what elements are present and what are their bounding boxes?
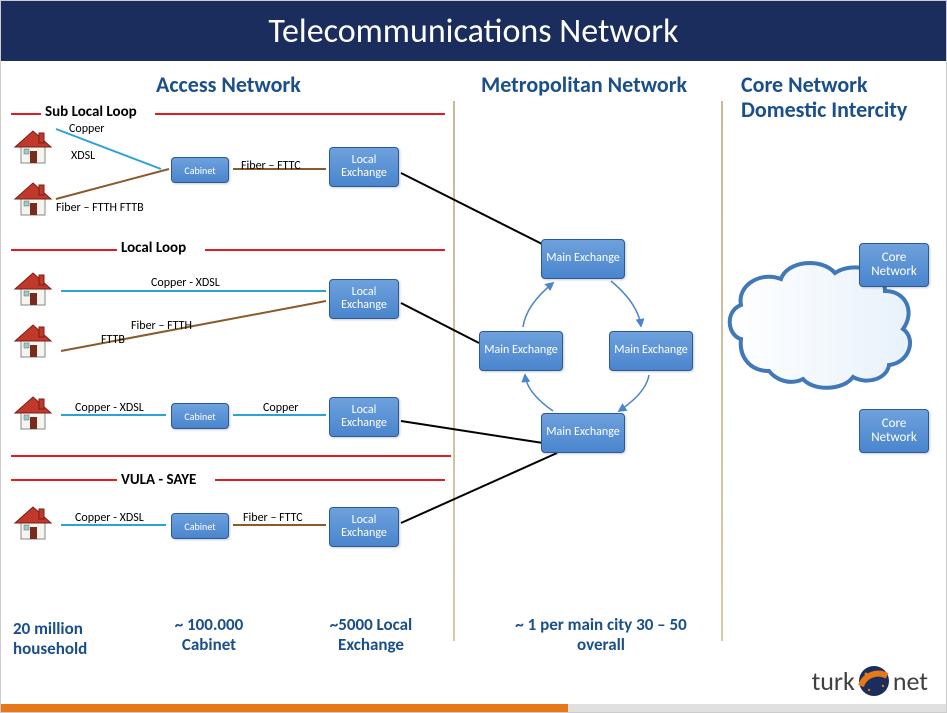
- header-core-l1: Core Network: [741, 71, 868, 98]
- house-icon: [15, 273, 51, 305]
- access-label-copperx2: Copper - XDSL: [151, 276, 220, 290]
- node-le4: Local Exchange: [329, 507, 399, 547]
- access-label-fiber2b: FTTB: [101, 333, 125, 347]
- access-label-fttc4: Fiber – FTTC: [243, 511, 303, 525]
- header-core-l2: Domestic Intercity: [741, 96, 907, 123]
- subhead-vula: VULA - SAYE: [121, 471, 196, 489]
- globe-icon: [857, 664, 891, 698]
- title-bar: Telecommunications Network: [1, 1, 946, 61]
- subhead-loop: Local Loop: [121, 239, 186, 257]
- header-metro: Metropolitan Network: [481, 71, 687, 98]
- node-cab1: Cabinet: [171, 157, 229, 183]
- node-cab3: Cabinet: [171, 403, 229, 429]
- node-core1: Core Network: [859, 243, 929, 287]
- house-icon: [15, 325, 51, 357]
- node-me_r: Main Exchange: [609, 331, 693, 371]
- subhead-subloop: Sub Local Loop: [45, 103, 137, 121]
- house-icon: [15, 507, 51, 539]
- access-label-xdsl1: XDSL: [71, 149, 95, 163]
- node-core2: Core Network: [859, 409, 929, 453]
- footer-exchanges: ~5000 Local Exchange: [301, 615, 441, 656]
- node-me_t: Main Exchange: [541, 239, 625, 279]
- house-icon: [15, 397, 51, 429]
- access-label-copper1: Copper: [69, 122, 105, 136]
- header-access: Access Network: [156, 71, 301, 98]
- node-le2: Local Exchange: [329, 279, 399, 319]
- footer-percity: ~ 1 per main city 30 – 50 overall: [501, 615, 701, 656]
- access-label-copperx4: Copper - XDSL: [75, 511, 144, 525]
- logo-suffix: net: [893, 665, 928, 697]
- node-me_l: Main Exchange: [479, 331, 563, 371]
- footer-households: 20 million household: [13, 619, 133, 660]
- access-label-fiber2a: Fiber – FTTH: [131, 319, 192, 333]
- house-icon: [15, 183, 51, 215]
- access-label-fttc1: Fiber – FTTC: [241, 159, 301, 173]
- brand-logo: turk net: [812, 664, 928, 698]
- access-label-copper3: Copper: [263, 401, 299, 415]
- title-text: Telecommunications Network: [268, 11, 678, 52]
- access-label-fiber1: Fiber – FTTH FTTB: [56, 201, 144, 215]
- bottom-bar: [1, 704, 946, 712]
- node-le3: Local Exchange: [329, 397, 399, 437]
- divider-2: [721, 101, 723, 641]
- footer-cabinets: ~ 100.000 Cabinet: [149, 615, 269, 656]
- node-me_b: Main Exchange: [541, 413, 625, 453]
- logo-prefix: turk: [812, 665, 855, 697]
- house-icon: [15, 131, 51, 163]
- node-le1: Local Exchange: [329, 147, 399, 187]
- slide-root: Telecommunications Network Access Networ…: [0, 0, 947, 713]
- node-cab4: Cabinet: [171, 513, 229, 539]
- access-label-copperx3: Copper - XDSL: [75, 401, 144, 415]
- divider-1: [453, 101, 455, 641]
